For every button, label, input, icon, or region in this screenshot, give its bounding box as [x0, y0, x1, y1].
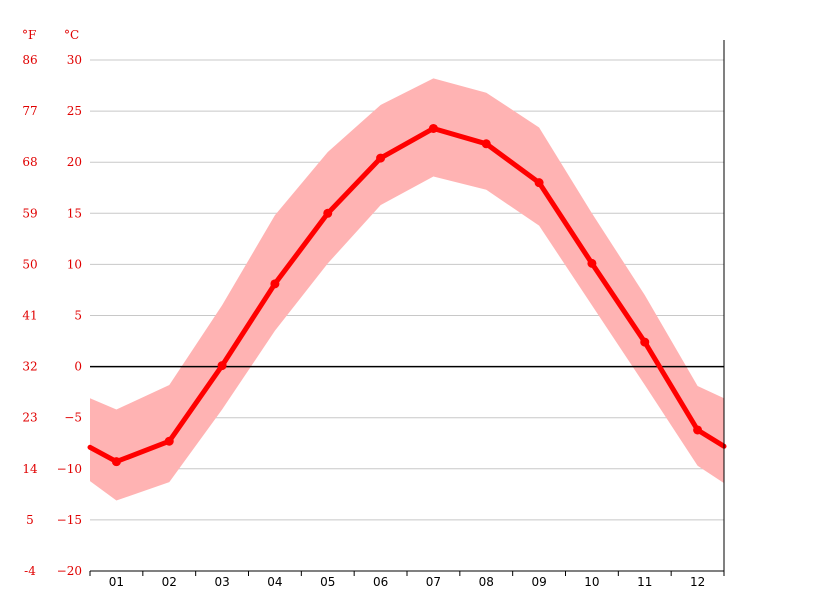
month-label-08: 08	[479, 575, 494, 589]
celsius-tick-label: −10	[57, 462, 82, 476]
celsius-tick-label: 30	[67, 53, 82, 67]
fahrenheit-tick-label: 86	[22, 53, 37, 67]
fahrenheit-tick-label: 5	[26, 513, 34, 527]
celsius-tick-label: 15	[67, 206, 82, 220]
fahrenheit-ticks: 86 77 68 59 50 41 32 23 14 5 -4	[22, 53, 38, 578]
month-label-10: 10	[584, 575, 599, 589]
data-point-09	[534, 178, 544, 188]
data-point-04	[270, 279, 280, 289]
data-point-10	[587, 258, 597, 268]
fahrenheit-tick-label: 50	[22, 257, 37, 271]
data-point-01	[111, 457, 121, 467]
celsius-unit-label: °C	[64, 28, 79, 42]
fahrenheit-tick-label: 23	[22, 411, 37, 425]
celsius-tick-label: −5	[64, 411, 82, 425]
fahrenheit-tick-label: 32	[22, 360, 37, 374]
series-line-0	[87, 126, 727, 465]
data-point-11	[640, 337, 650, 347]
range-band	[90, 78, 724, 501]
celsius-tick-label: 20	[67, 155, 82, 169]
fahrenheit-tick-label: 59	[22, 206, 37, 220]
data-point-02	[164, 436, 174, 446]
month-label-09: 09	[531, 575, 546, 589]
celsius-tick-label: −15	[57, 513, 82, 527]
fahrenheit-tick-label: 68	[22, 155, 37, 169]
month-label-06: 06	[373, 575, 388, 589]
temperature-range-band	[90, 78, 724, 501]
month-label-05: 05	[320, 575, 335, 589]
month-label-07: 07	[426, 575, 441, 589]
data-point-07	[428, 123, 438, 133]
celsius-ticks: 30 25 20 15 10 5 0 −5 −10 −15 −20	[57, 53, 82, 578]
month-label-12: 12	[690, 575, 705, 589]
celsius-tick-label: 0	[74, 360, 82, 374]
axes	[89, 40, 725, 576]
month-ticks: 01 02 03 04 05 06 07 08 09 10 11 12	[109, 575, 705, 589]
fahrenheit-unit-label: °F	[22, 28, 36, 42]
data-point-12	[693, 425, 703, 435]
data-point-08	[481, 139, 491, 149]
celsius-tick-label: 10	[67, 257, 82, 271]
month-label-04: 04	[267, 575, 282, 589]
temperature-series	[87, 123, 727, 467]
celsius-tick-label: 25	[67, 104, 82, 118]
fahrenheit-tick-label: 14	[22, 462, 38, 476]
fahrenheit-tick-label: -4	[24, 564, 36, 578]
data-point-06	[376, 153, 386, 163]
fahrenheit-tick-label: 77	[22, 104, 37, 118]
month-label-03: 03	[214, 575, 229, 589]
celsius-tick-label: −20	[57, 564, 82, 578]
celsius-tick-label: 5	[74, 309, 82, 323]
fahrenheit-tick-label: 41	[22, 309, 37, 323]
month-label-01: 01	[109, 575, 124, 589]
unit-labels: °F °C	[22, 28, 79, 42]
data-point-05	[323, 208, 333, 218]
data-point-03	[217, 361, 227, 371]
month-label-02: 02	[162, 575, 177, 589]
month-label-11: 11	[637, 575, 652, 589]
